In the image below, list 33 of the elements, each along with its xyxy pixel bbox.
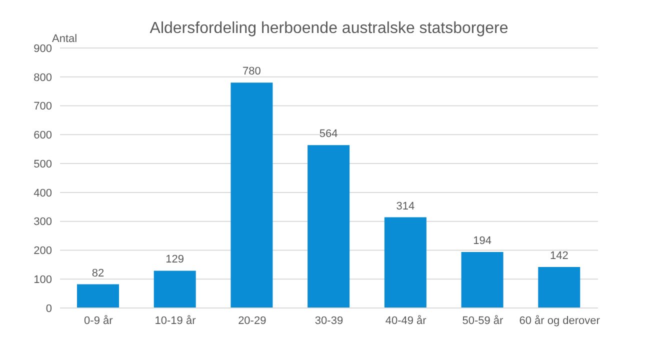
bar xyxy=(384,217,426,308)
bar xyxy=(230,82,273,308)
data-label: 780 xyxy=(242,66,261,78)
x-tick-label: 0-9 år xyxy=(84,314,114,327)
y-tick-label: 400 xyxy=(34,187,52,200)
y-axis-title: Antal xyxy=(52,33,78,45)
data-label: 82 xyxy=(92,267,104,280)
y-tick-label: 300 xyxy=(34,216,52,228)
data-label: 129 xyxy=(166,254,184,266)
y-tick-label: 500 xyxy=(34,158,52,170)
x-tick-label: 60 år og derover xyxy=(519,314,600,327)
y-tick-label: 800 xyxy=(34,72,52,84)
data-label: 194 xyxy=(473,234,492,247)
x-tick-label: 10-19 år xyxy=(154,314,196,327)
x-tick-label: 20-29 xyxy=(238,314,266,327)
y-tick-label: 200 xyxy=(34,245,52,258)
bar xyxy=(461,252,504,308)
y-tick-label: 600 xyxy=(34,130,52,142)
y-tick-label: 100 xyxy=(34,274,52,286)
bar xyxy=(154,270,196,308)
y-tick-label: 700 xyxy=(34,100,52,113)
y-tick-label: 900 xyxy=(34,42,52,55)
x-tick-label: 30-39 xyxy=(314,314,344,327)
data-label: 564 xyxy=(319,128,338,140)
y-tick-label: 0 xyxy=(46,302,52,315)
data-label: 142 xyxy=(550,250,568,262)
data-label: 314 xyxy=(396,200,415,212)
bar xyxy=(308,145,350,308)
bar xyxy=(77,284,119,308)
x-tick-label: 40-49 år xyxy=(385,314,427,327)
bar xyxy=(538,266,580,308)
chart-title: Aldersfordeling herboende australske statsborgere xyxy=(150,20,508,37)
x-tick-label: 50-59 år xyxy=(462,314,504,327)
